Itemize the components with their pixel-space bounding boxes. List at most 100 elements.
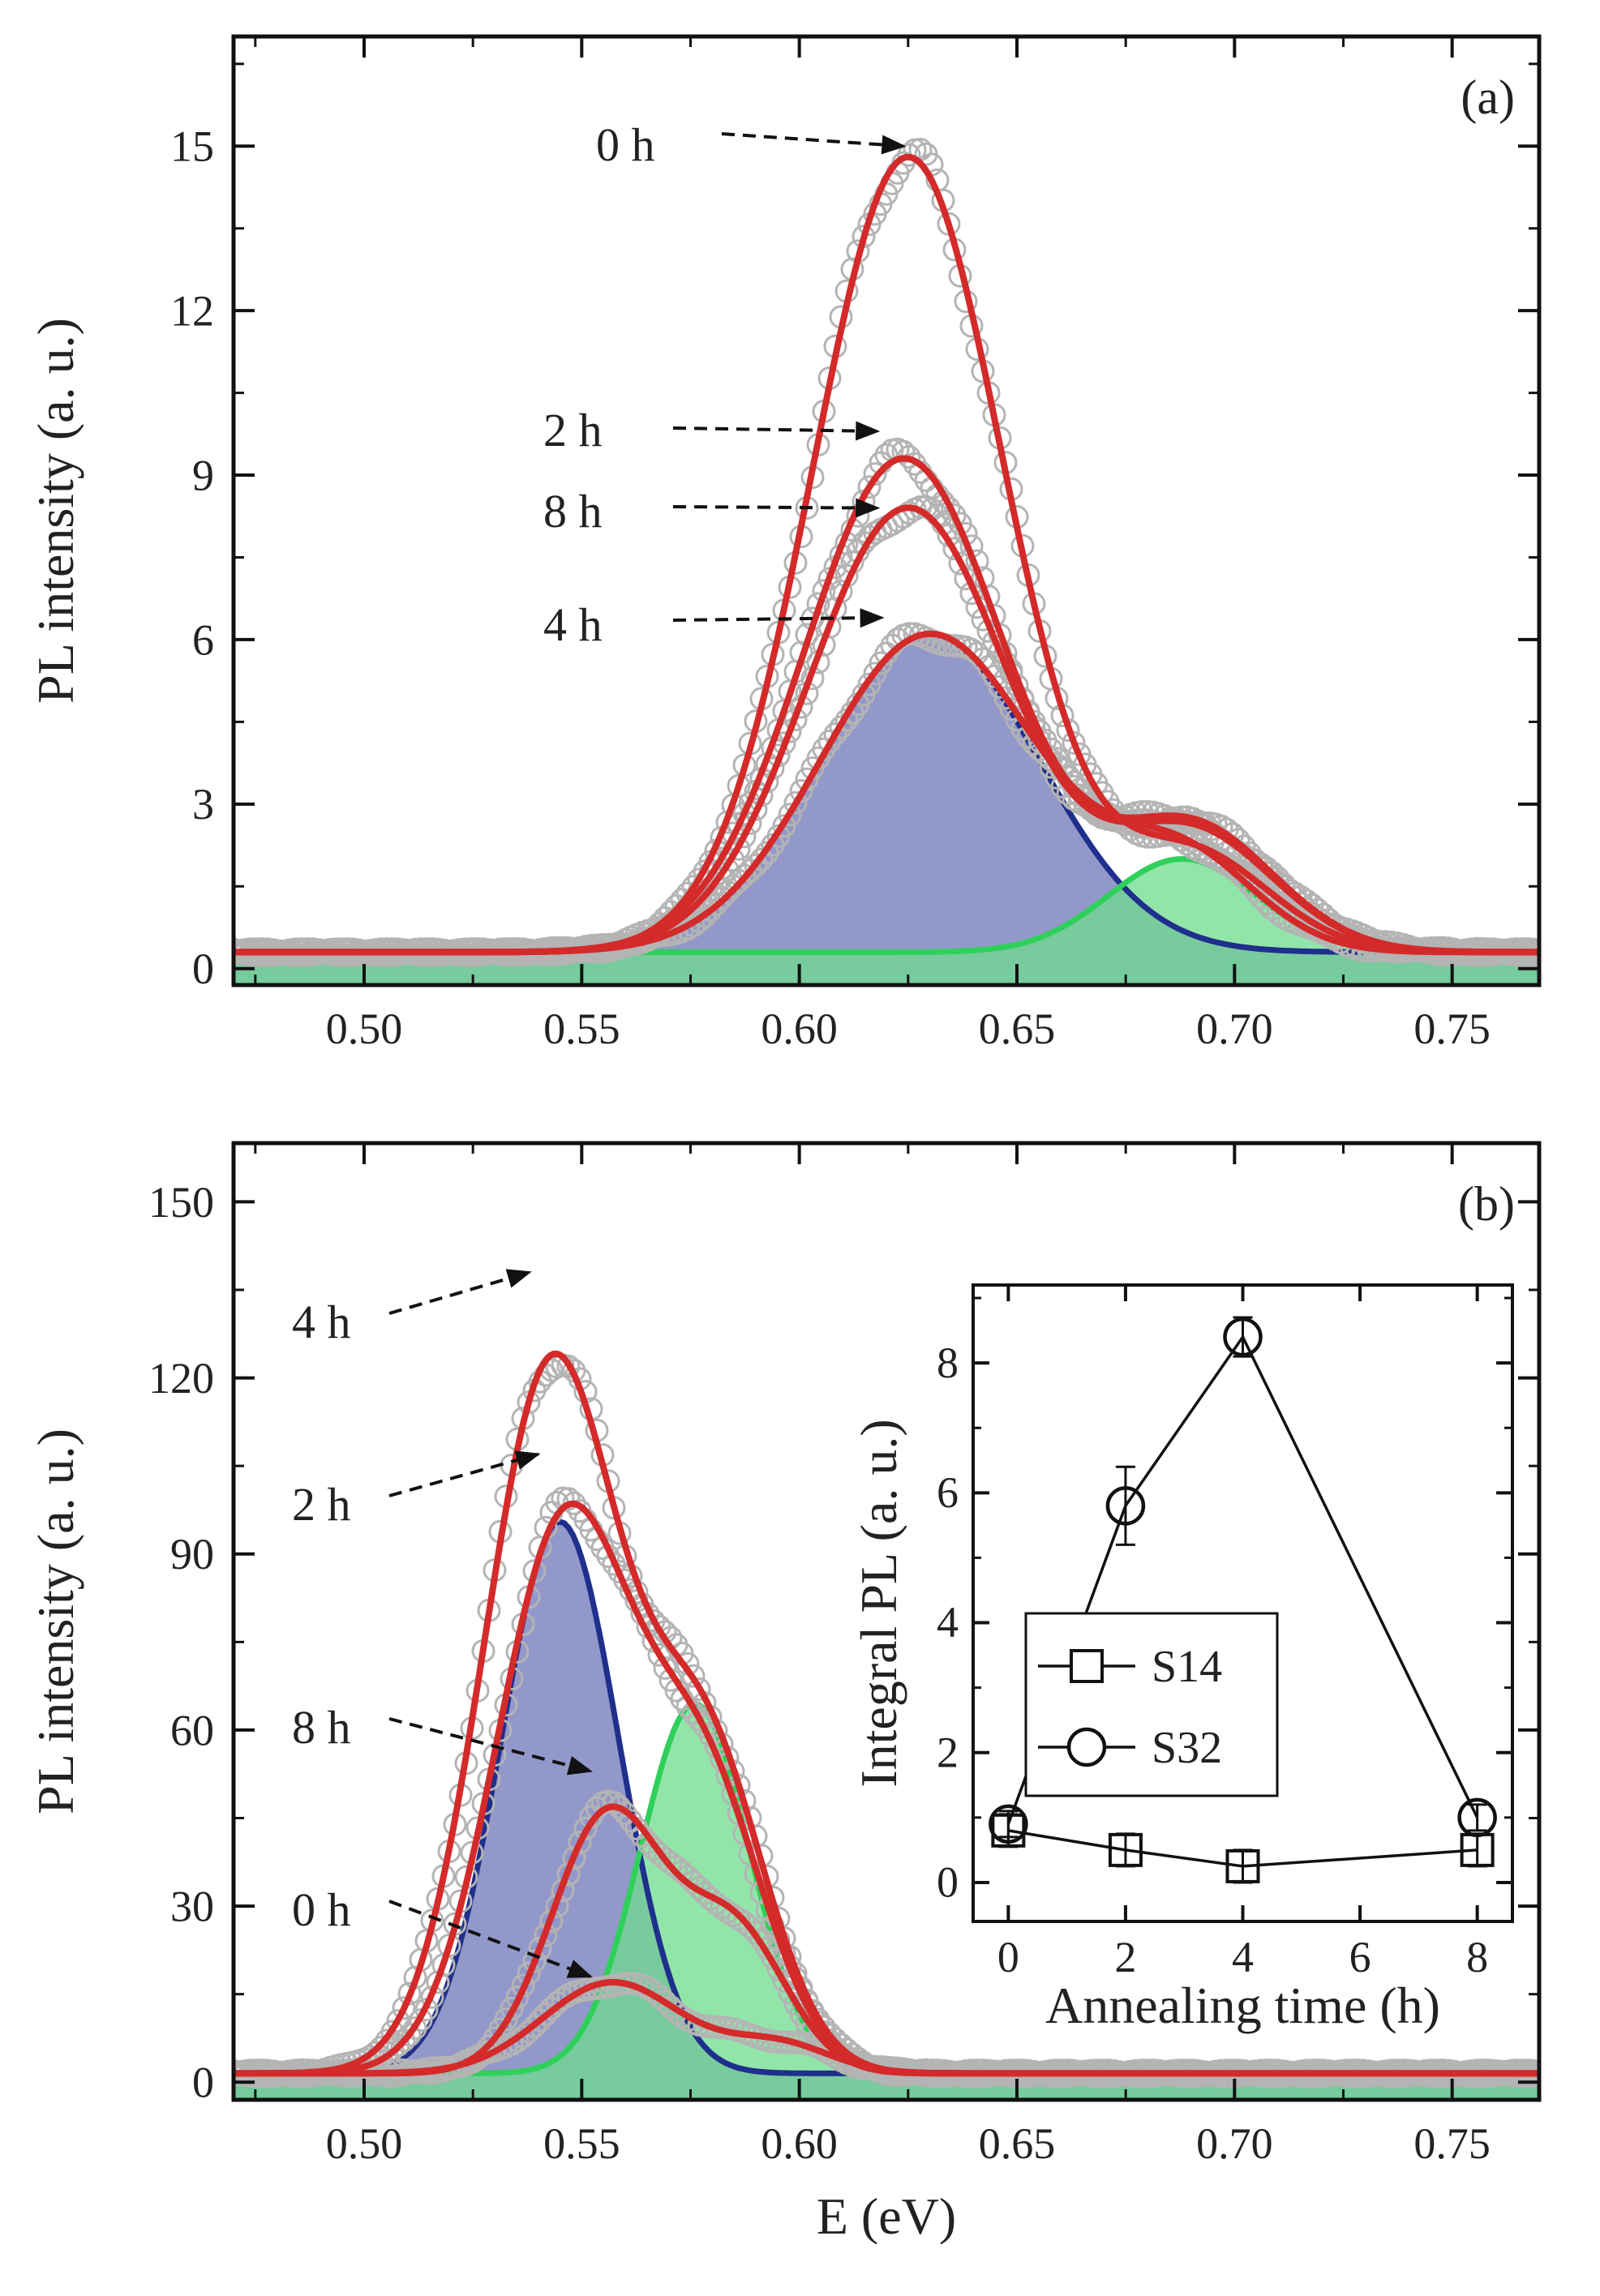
data-point	[823, 722, 847, 746]
data-point	[573, 1816, 598, 1840]
data-point	[647, 1643, 671, 1667]
inset-y-axis-title: Integral PL (a. u.)	[850, 1419, 907, 1787]
y-tick-label: 90	[170, 1530, 214, 1578]
data-point	[783, 790, 808, 815]
data-point	[829, 715, 853, 739]
panel-a-y-axis-title: PL intensity (a. u.)	[27, 318, 84, 704]
annotation-label: 0 h	[596, 118, 655, 171]
y-tick-label: 0	[192, 2058, 214, 2107]
data-point	[897, 143, 921, 167]
annotation-arrow	[388, 1450, 541, 1497]
x-tick-label: 4	[1232, 1933, 1254, 1981]
annotation-label: 2 h	[543, 404, 603, 456]
annotation-label: 2 h	[292, 1478, 351, 1531]
fit-line-4h	[234, 630, 1539, 956]
data-point	[772, 814, 796, 838]
x-tick-label: 0.75	[1413, 2119, 1491, 2168]
x-tick-label: 0.50	[326, 2119, 403, 2168]
x-tick-label: 0.70	[1196, 1004, 1273, 1053]
inset-x-axis-title: Annealing time (h)	[1045, 1977, 1440, 2034]
x-tick-label: 0.70	[1196, 2119, 1273, 2168]
x-tick-label: 6	[1349, 1933, 1371, 1981]
data-point	[789, 779, 813, 803]
x-tick-label: 0.65	[979, 1004, 1056, 1053]
inset-background	[973, 1285, 1512, 1921]
data-point	[562, 1491, 586, 1515]
data-point	[500, 1996, 524, 2020]
data-point	[494, 2007, 518, 2032]
x-tick-label: 0.65	[979, 2119, 1056, 2168]
data-point	[687, 1677, 711, 1701]
panel-a-label: (a)	[1461, 71, 1515, 124]
inset-line-S14	[1008, 1829, 1478, 1868]
annotation-label: 4 h	[543, 598, 603, 651]
inset-plot: 0 2 4 6 8 0 2 4 6 8 S14 S32 Integral PL (a. u.) An…	[850, 1283, 1514, 2034]
annotation-arrow	[672, 498, 881, 518]
data-point	[619, 1809, 643, 1833]
inset-point-S32	[989, 1804, 1028, 1844]
data-point	[1243, 849, 1268, 873]
data-point	[778, 803, 802, 827]
y-tick-label: 120	[148, 1354, 214, 1403]
data-point	[522, 1949, 547, 1973]
panel-a-plot: 0.50 0.55 0.60 0.65 0.70 0.75 0 3 6 9 12 15 0 h 2 h 8…	[27, 34, 1542, 1053]
panel-b-annotations: 4 h 2 h 8 h 0 h	[292, 1269, 593, 1978]
legend-box	[1024, 1612, 1279, 1797]
y-tick-label: 3	[192, 780, 214, 829]
data-point	[749, 847, 774, 872]
inset-ticks: 0 2 4 6 8 0 2 4 6 8	[937, 1285, 1512, 1981]
y-tick-label: 0	[937, 1858, 959, 1907]
data-point	[817, 729, 842, 753]
data-point	[755, 841, 779, 865]
legend-label: S14	[1152, 1642, 1222, 1692]
annotation-arrow	[388, 1900, 593, 1978]
data-point	[988, 675, 1012, 699]
y-tick-label: 0	[192, 945, 214, 993]
data-point	[863, 462, 887, 486]
panel-b-plot-area	[234, 1350, 1539, 2100]
panel-a-annotations: 0 h 2 h 8 h 4 h	[543, 118, 907, 651]
y-tick-label: 2	[937, 1728, 959, 1776]
annotation-arrow	[721, 132, 907, 155]
inset-point-S32	[1457, 1797, 1497, 1838]
legend-marker-square	[1070, 1649, 1104, 1683]
x-tick-label: 0.55	[543, 1004, 620, 1053]
panel-a-plot-area	[234, 137, 1539, 985]
x-tick-label: 0.50	[326, 1004, 403, 1053]
annotation-label: 8 h	[543, 485, 603, 538]
data-point	[602, 1552, 626, 1576]
data-point	[948, 551, 972, 576]
panel-a-ticks: 0.50 0.55 0.60 0.65 0.70 0.75 0 3 6 9 12 15	[170, 36, 1539, 1053]
blue-component-fill	[234, 1521, 1539, 2100]
data-point	[1062, 730, 1086, 755]
x-tick-label: 0.60	[761, 2119, 838, 2168]
inset-point-S32	[1223, 1317, 1263, 1357]
panel-b-y-axis-title: PL intensity (a. u.)	[27, 1429, 84, 1814]
inset-point-S14	[1225, 1848, 1260, 1883]
legend-marker-circle	[1066, 1727, 1107, 1767]
annotation-label: 4 h	[292, 1296, 351, 1348]
data-point	[744, 1921, 768, 1945]
panel-b-label: (b)	[1458, 1177, 1515, 1231]
data-point	[687, 1707, 711, 1732]
data-point	[857, 475, 882, 499]
annotation-label: 8 h	[292, 1701, 351, 1754]
data-point	[392, 1996, 416, 2020]
y-tick-label: 6	[192, 615, 214, 664]
y-tick-label: 30	[170, 1882, 214, 1930]
y-tick-label: 8	[937, 1339, 959, 1387]
annotation-arrow	[672, 608, 885, 628]
panel-a-frame	[231, 34, 1542, 987]
annotation-arrow	[388, 1269, 532, 1315]
legend-label: S32	[1152, 1723, 1222, 1773]
y-tick-label: 12	[170, 287, 214, 336]
data-point	[857, 525, 882, 549]
x-axis-title: E (eV)	[817, 2187, 956, 2245]
blue-component-fill	[234, 634, 1539, 985]
panel-b-frame	[231, 1141, 1542, 2102]
y-tick-label: 15	[170, 122, 214, 171]
x-tick-label: 8	[1466, 1933, 1488, 1981]
